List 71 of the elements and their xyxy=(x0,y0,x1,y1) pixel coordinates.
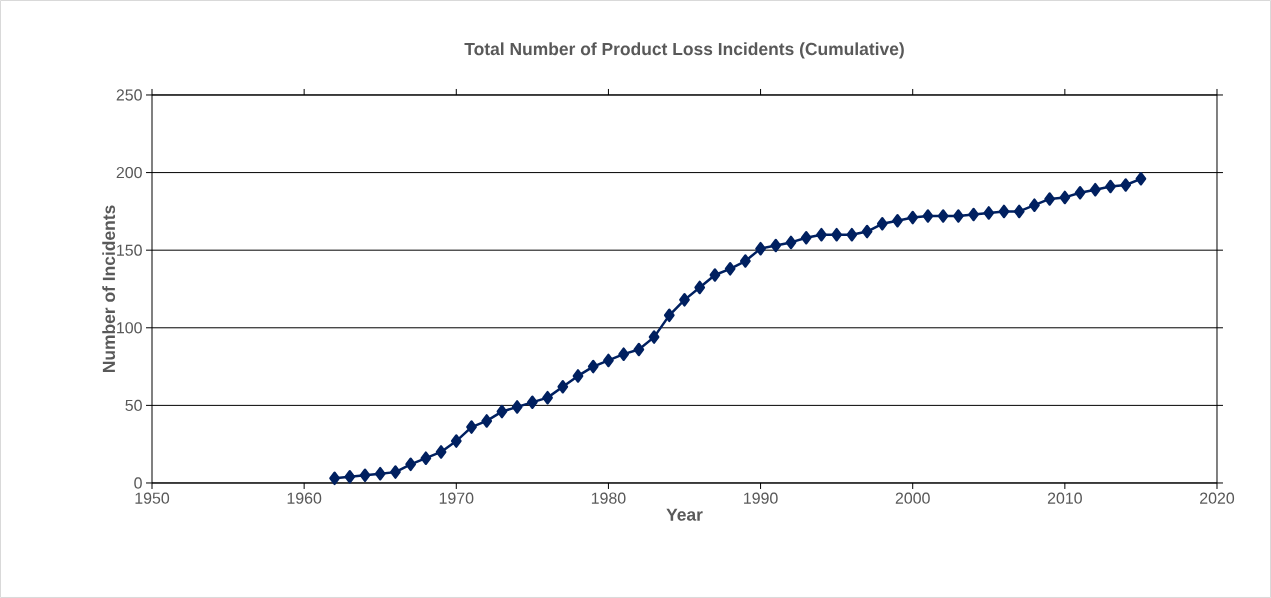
point xyxy=(496,404,508,419)
point xyxy=(663,308,675,323)
y-tick-label: 0 xyxy=(134,477,142,489)
point xyxy=(390,465,401,479)
point xyxy=(1105,179,1116,194)
x-axis-title: Year xyxy=(666,508,703,521)
point xyxy=(937,209,949,223)
point xyxy=(481,414,493,428)
point xyxy=(1013,204,1025,219)
point xyxy=(739,254,751,268)
point xyxy=(1120,178,1132,192)
point xyxy=(800,231,812,245)
point xyxy=(724,262,736,276)
x-tick-label: 1950 xyxy=(135,492,170,504)
point xyxy=(618,347,630,361)
y-axis-title: Number of Incidents xyxy=(102,205,116,373)
point xyxy=(329,471,340,486)
point xyxy=(755,241,766,256)
point xyxy=(466,420,477,434)
x-tick-label: 1960 xyxy=(287,492,322,504)
point xyxy=(511,400,523,414)
x-tick-label: 1990 xyxy=(744,492,778,504)
point xyxy=(420,451,432,465)
x-tick-label: 1970 xyxy=(439,492,474,504)
point xyxy=(892,213,903,228)
point xyxy=(344,470,356,484)
point xyxy=(816,227,827,242)
point xyxy=(983,206,995,220)
point xyxy=(1029,198,1040,212)
y-tick-label: 200 xyxy=(116,166,142,179)
point xyxy=(435,445,447,459)
point xyxy=(861,224,873,239)
x-tick-label: 2010 xyxy=(1047,492,1082,504)
point xyxy=(542,390,553,405)
point xyxy=(785,235,797,250)
point xyxy=(679,293,690,307)
point xyxy=(359,468,371,482)
point xyxy=(952,209,964,223)
point xyxy=(709,268,721,282)
point xyxy=(770,238,782,253)
y-tick-label: 100 xyxy=(117,322,142,334)
point xyxy=(1059,190,1071,205)
point xyxy=(603,353,614,368)
x-tick-label: 2020 xyxy=(1200,492,1235,504)
point xyxy=(968,207,979,222)
x-tick-label: 2000 xyxy=(895,492,930,504)
chart-title: Total Number of Product Loss Incidents (Cumulative) xyxy=(464,42,904,59)
point xyxy=(846,227,858,242)
x-tick-label: 1980 xyxy=(591,492,626,504)
point xyxy=(405,457,417,472)
point xyxy=(648,330,660,344)
point xyxy=(572,369,584,383)
point xyxy=(526,395,538,410)
point xyxy=(450,434,462,448)
point xyxy=(831,227,843,242)
point xyxy=(1135,172,1147,186)
point xyxy=(587,359,599,374)
y-tick-label: 250 xyxy=(116,89,142,101)
point xyxy=(1074,186,1086,200)
point xyxy=(694,280,706,295)
point xyxy=(374,466,386,481)
point xyxy=(633,342,645,357)
point xyxy=(907,210,919,225)
point xyxy=(998,204,1010,219)
y-tick-label: 50 xyxy=(125,399,142,412)
point xyxy=(1044,192,1056,206)
point xyxy=(1089,182,1101,197)
point xyxy=(557,380,569,394)
y-tick-label: 150 xyxy=(117,244,142,256)
point xyxy=(876,217,888,231)
point xyxy=(922,209,934,223)
